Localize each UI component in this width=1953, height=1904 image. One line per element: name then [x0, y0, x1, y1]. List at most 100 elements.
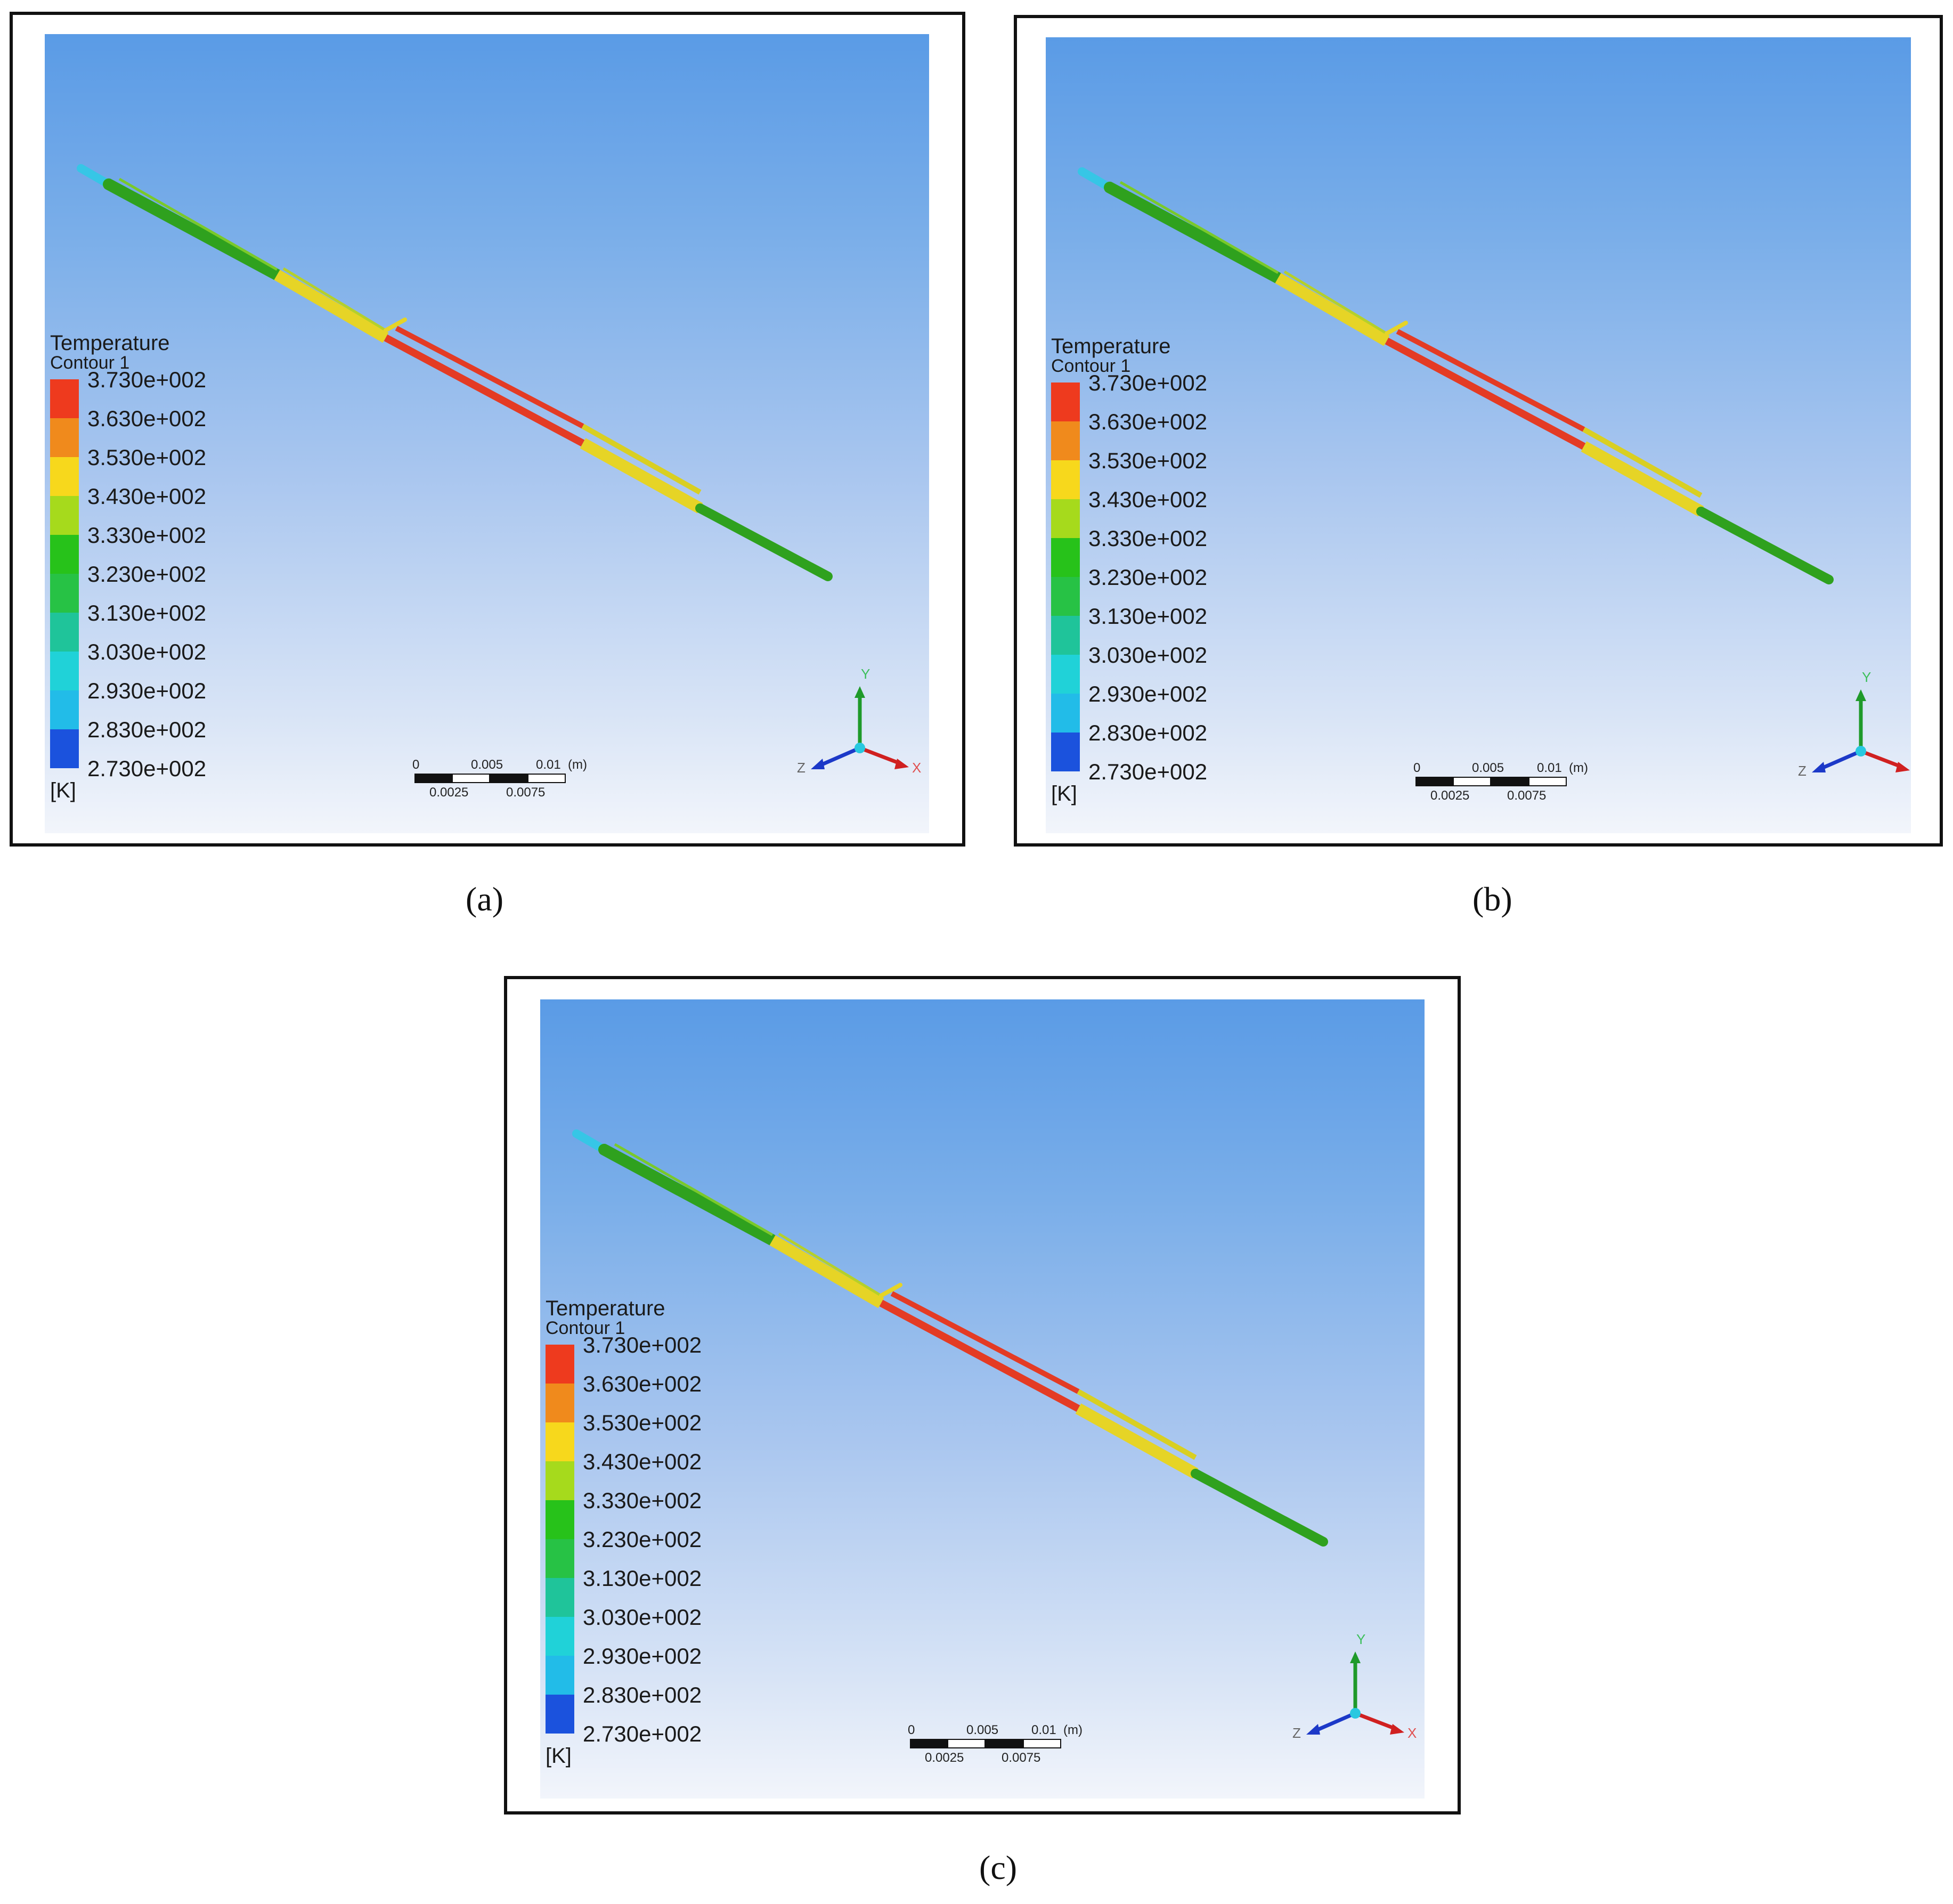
scale-segment — [1023, 1739, 1061, 1748]
caption-c: (c) — [979, 1849, 1018, 1886]
scale-label: 0.005 — [1472, 761, 1504, 775]
colorbar-segment — [546, 1578, 574, 1617]
colorbar-segment — [546, 1461, 574, 1500]
colorbar-segment — [50, 652, 79, 690]
scale-label: 0.0025 — [1430, 788, 1470, 803]
colorbar-segment — [546, 1384, 574, 1422]
colorbar-segment — [50, 690, 79, 729]
scale-unit: (m) — [1569, 761, 1588, 775]
legend-unit: [K] — [50, 779, 76, 802]
legend-tick: 3.530e+002 — [87, 445, 207, 470]
scale-bar: 0 0.005 0.01 (m) 0.0025 0.0075 — [412, 758, 587, 817]
legend-colorbar — [546, 1345, 574, 1734]
scale-label: 0.0075 — [506, 785, 546, 800]
axis-label-y: Y — [861, 668, 870, 682]
legend-title: Temperature — [1051, 335, 1171, 358]
scale-segment — [527, 774, 566, 783]
colorbar-segment — [1051, 383, 1080, 421]
colorbar-segment — [546, 1500, 574, 1539]
legend-tick: 3.630e+002 — [87, 406, 207, 431]
legend-tick: 2.830e+002 — [87, 717, 207, 742]
legend-subtitle: Contour 1 — [50, 353, 130, 373]
legend-tick: 2.830e+002 — [583, 1682, 702, 1707]
colorbar-segment — [50, 457, 79, 496]
legend-unit: [K] — [546, 1744, 572, 1768]
colorbar-segment — [546, 1422, 574, 1461]
legend-unit: [K] — [1051, 782, 1077, 805]
temperature-contour-plot — [1078, 167, 1834, 584]
axis-triad: Y X Z — [785, 666, 924, 796]
colorbar-segment — [50, 535, 79, 574]
scale-label: 0.005 — [471, 758, 503, 772]
axis-triad-graphic: Y X Z — [1798, 669, 1910, 779]
colorbar-segment — [50, 729, 79, 768]
colorbar-segment — [50, 613, 79, 652]
legend-tick: 2.730e+002 — [1088, 759, 1208, 784]
legend-tick: 3.530e+002 — [583, 1410, 702, 1435]
scale-bar: 0 0.005 0.01 (m) 0.0025 0.0075 — [908, 1723, 1083, 1783]
axis-label-z: Z — [1798, 763, 1806, 779]
colorbar-segment — [50, 496, 79, 535]
legend-tick: 3.730e+002 — [1088, 370, 1208, 395]
scale-label: 0.0075 — [1507, 788, 1547, 803]
axis-triad-graphic: Y X Z — [1292, 1631, 1417, 1741]
colorbar-segment — [50, 418, 79, 457]
scale-label: 0 — [908, 1723, 915, 1737]
scale-segment — [452, 774, 490, 783]
scale-unit: (m) — [568, 758, 587, 772]
scale-segment — [986, 1739, 1023, 1748]
legend-tick: 3.230e+002 — [583, 1527, 702, 1552]
contour-viewport: Temperature Contour 1 3.730e+002 3.630e+… — [45, 34, 929, 833]
legend-tick: 3.130e+002 — [583, 1566, 702, 1591]
heat-pipe-geometry — [572, 1129, 1328, 1547]
axis-label-y: Y — [1862, 671, 1871, 685]
legend-subtitle: Contour 1 — [546, 1318, 625, 1338]
scale-segment — [1491, 777, 1528, 786]
scale-label: 0.005 — [966, 1723, 999, 1737]
colorbar-segment — [546, 1539, 574, 1578]
caption-b: (b) — [1472, 880, 1512, 918]
axis-label-z: Z — [1292, 1725, 1301, 1741]
panel-c: Temperature Contour 1 3.730e+002 3.630e+… — [504, 976, 1461, 1815]
scale-label: 0 — [412, 758, 420, 772]
legend-tick: 2.930e+002 — [1088, 681, 1208, 706]
heat-pipe-geometry — [77, 164, 833, 581]
caption-a: (a) — [466, 880, 504, 918]
legend-subtitle: Contour 1 — [1051, 356, 1131, 376]
axis-triad: Y X Z — [1281, 1631, 1419, 1761]
legend-tick: 3.030e+002 — [1088, 642, 1208, 668]
scale-label: 0.0025 — [925, 1751, 964, 1765]
scale-segment — [1453, 777, 1491, 786]
contour-viewport: Temperature Contour 1 3.730e+002 3.630e+… — [1046, 37, 1911, 833]
axis-label-z: Z — [797, 760, 805, 776]
legend-tick: 3.630e+002 — [1088, 409, 1208, 434]
scale-segment — [1415, 777, 1453, 786]
colorbar-segment — [50, 379, 79, 418]
colorbar-segment — [546, 1656, 574, 1695]
colorbar-segment — [1051, 655, 1080, 694]
axis-triad-graphic: Y X Z — [797, 666, 921, 776]
scale-segment — [910, 1739, 947, 1748]
legend-tick: 3.430e+002 — [87, 484, 207, 509]
contour-viewport: Temperature Contour 1 3.730e+002 3.630e+… — [540, 999, 1425, 1799]
colorbar-segment — [1051, 499, 1080, 538]
colorbar-segment — [1051, 694, 1080, 733]
scale-label: 0.0075 — [1002, 1751, 1041, 1765]
legend-tick: 3.330e+002 — [87, 523, 207, 548]
scale-label: 0.01 — [1031, 1723, 1056, 1737]
legend-tick: 2.730e+002 — [87, 756, 207, 781]
scale-unit: (m) — [1063, 1723, 1083, 1737]
axis-label-x: X — [912, 760, 921, 776]
colorbar-segment — [1051, 616, 1080, 655]
scale-segment — [1528, 777, 1567, 786]
scale-label: 0.01 — [1537, 761, 1562, 775]
legend-colorbar — [50, 379, 79, 768]
legend-title: Temperature — [546, 1297, 665, 1320]
scale-label: 0.01 — [536, 758, 561, 772]
colorbar-segment — [1051, 538, 1080, 577]
colorbar-segment — [1051, 577, 1080, 616]
scale-segment — [414, 774, 452, 783]
legend-tick: 2.730e+002 — [583, 1721, 702, 1746]
colorbar-segment — [546, 1345, 574, 1384]
colorbar-segment — [1051, 733, 1080, 771]
